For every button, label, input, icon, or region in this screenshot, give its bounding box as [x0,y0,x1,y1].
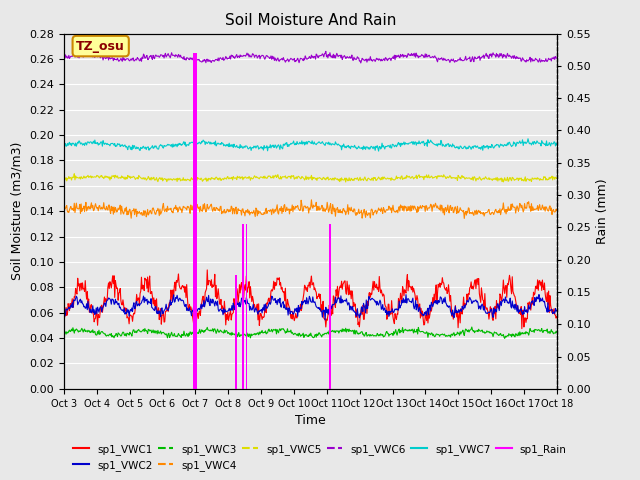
Y-axis label: Rain (mm): Rain (mm) [596,179,609,244]
Legend: sp1_VWC1, sp1_VWC2, sp1_VWC3, sp1_VWC4, sp1_VWC5, sp1_VWC6, sp1_VWC7, sp1_Rain: sp1_VWC1, sp1_VWC2, sp1_VWC3, sp1_VWC4, … [69,439,571,475]
Text: TZ_osu: TZ_osu [76,39,125,53]
Bar [242,224,244,389]
Bar [330,224,331,389]
Title: Soil Moisture And Rain: Soil Moisture And Rain [225,13,396,28]
Bar [236,275,237,389]
Bar [246,224,247,389]
X-axis label: Time: Time [295,414,326,427]
Y-axis label: Soil Moisture (m3/m3): Soil Moisture (m3/m3) [11,142,24,280]
Bar [193,53,197,389]
